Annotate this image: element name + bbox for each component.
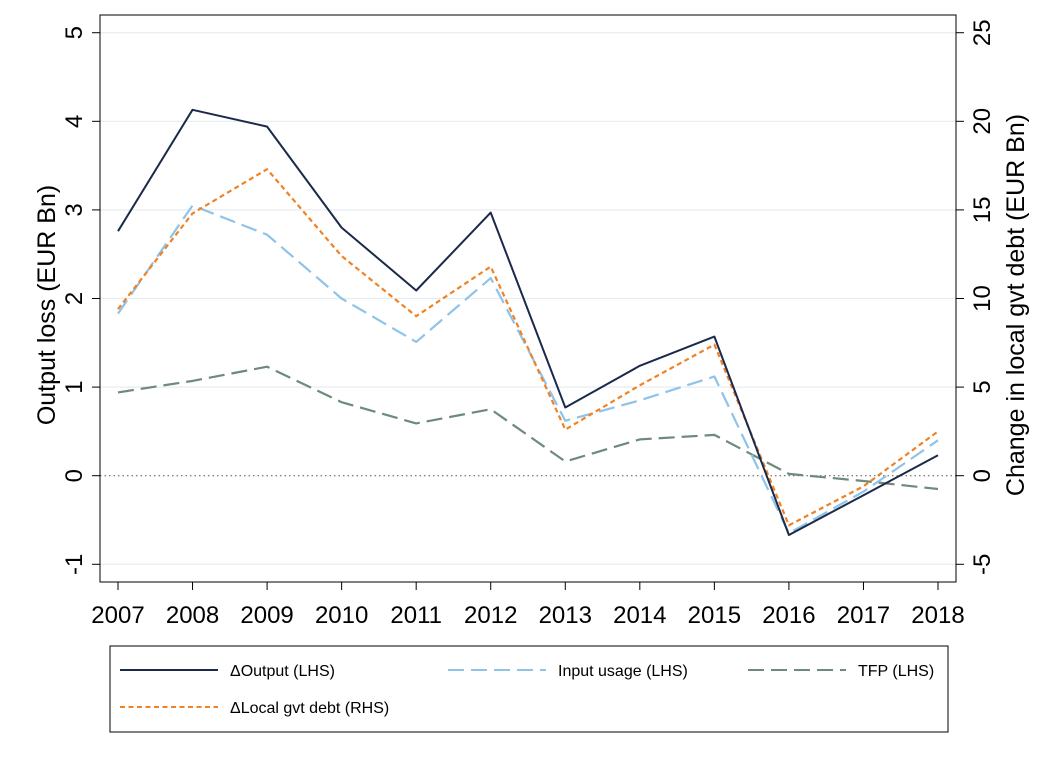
- x-tick-label: 2011: [390, 602, 442, 629]
- right-tick-label: 10: [969, 285, 996, 312]
- right-tick-label: 25: [969, 19, 996, 46]
- legend: ΔOutput (LHS) Input usage (LHS) TFP (LHS) Δ…: [120, 663, 934, 717]
- x-tick-label: 2015: [688, 602, 741, 629]
- right-tick-label: 15: [969, 197, 996, 224]
- x-tick-label: 2016: [762, 602, 815, 629]
- series-lines: [117, 108, 939, 536]
- legend-label: ΔOutput (LHS): [230, 663, 335, 680]
- legend-label: Input usage (LHS): [558, 663, 688, 680]
- legend-box: [109, 645, 949, 733]
- left-tick-label: -1: [61, 554, 88, 575]
- x-tick-label: 2012: [464, 602, 517, 629]
- series-line-output-lhs: [117, 108, 939, 536]
- right-tick-label: 5: [969, 380, 996, 393]
- left-tick-label: 5: [61, 26, 88, 39]
- x-tick-label: 2007: [91, 602, 144, 629]
- x-tick-label: 2017: [837, 602, 890, 629]
- legend-label: TFP (LHS): [858, 663, 934, 680]
- x-tick-label: 2008: [166, 602, 219, 629]
- left-tick-label: 2: [61, 292, 88, 305]
- right-tick-label: -5: [969, 554, 996, 575]
- gridlines: [100, 32, 956, 565]
- x-tick-label: 2018: [911, 602, 964, 629]
- left-axis-title: Output loss (EUR Bn): [33, 185, 61, 425]
- left-tick-label: 3: [61, 203, 88, 216]
- axes: -1 0 1 2 3 4 5 -5 0 5 10 15 20 25 2007 2008 2009 2010 2011…: [61, 19, 996, 629]
- right-tick-label: 20: [969, 108, 996, 135]
- left-tick-label: 4: [61, 115, 88, 128]
- series-line-input-usage-lhs: [117, 204, 939, 535]
- right-tick-label: 0: [969, 469, 996, 482]
- x-tick-label: 2014: [613, 602, 666, 629]
- series-line-local-gvt-debt-rhs: [117, 168, 939, 527]
- x-tick-label: 2013: [539, 602, 592, 629]
- left-tick-label: 1: [61, 380, 88, 393]
- x-tick-label: 2009: [240, 602, 293, 629]
- right-axis-title: Change in local gvt debt (EUR Bn): [1002, 114, 1030, 496]
- legend-label: ΔLocal gvt debt (RHS): [230, 700, 389, 717]
- left-tick-label: 0: [61, 469, 88, 482]
- series-line-tfp-lhs: [117, 365, 939, 491]
- x-tick-label: 2010: [315, 602, 368, 629]
